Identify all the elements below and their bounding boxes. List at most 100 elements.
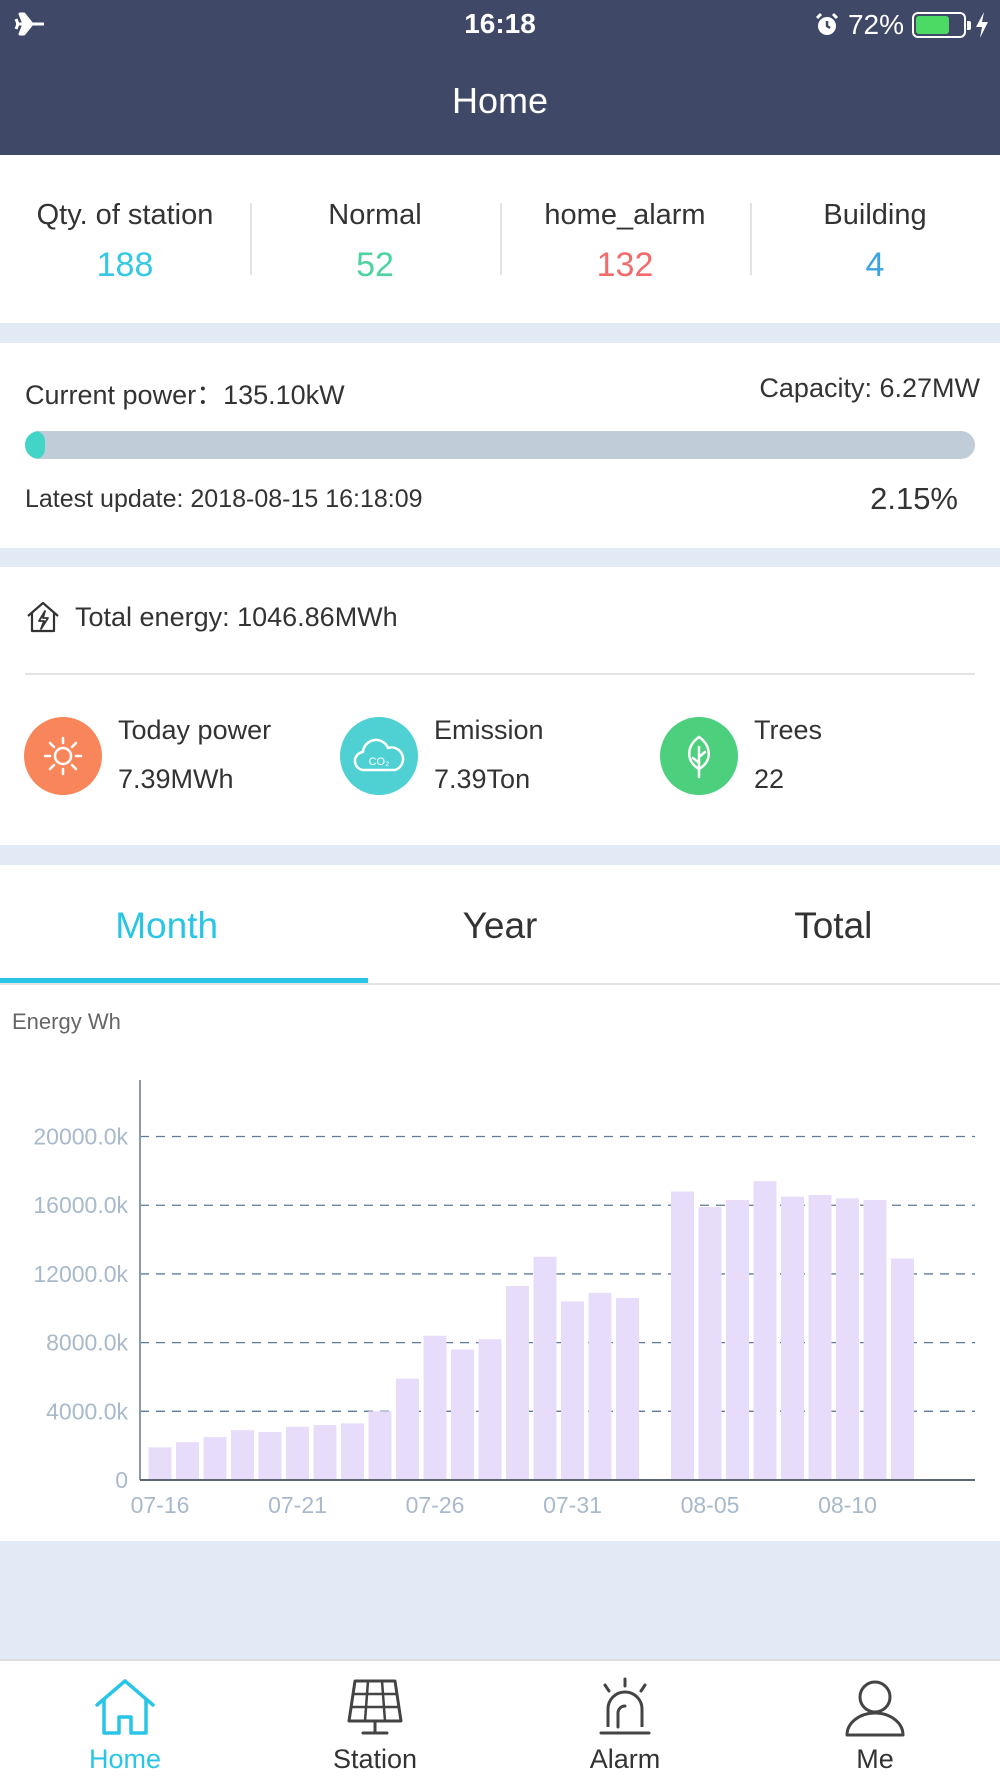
nav-me[interactable]: Me [750,1661,1000,1778]
chart-bar [863,1200,887,1480]
metric-value: 7.39Ton [434,764,531,794]
latest-update: Latest update: 2018-08-15 16:18:09 [25,485,423,513]
stat-value: 132 [596,246,654,284]
tab-total[interactable]: Total [794,905,873,946]
chart-y-tick-label: 16000.0k [33,1192,128,1218]
chart-x-tick-label: 08-10 [818,1492,877,1518]
active-tab-indicator [0,978,368,983]
chart-x-tick-label: 07-21 [268,1492,327,1518]
stat-normal[interactable]: Normal 52 [250,155,500,323]
metric-today-power: Today power 7.39MWh [24,715,272,795]
energy-panel: Total energy: 1046.86MWh Today power 7.3… [0,567,1000,845]
chart-x-tick-label: 08-05 [681,1492,740,1518]
chart-bar [781,1196,804,1480]
stat-building[interactable]: Building 4 [750,155,1000,323]
nav-station[interactable]: Station [250,1661,500,1778]
nav-home[interactable]: Home [0,1661,250,1778]
period-tabs: Month Year Total [0,865,1000,985]
metric-trees: Trees 22 [660,715,823,795]
chart-bar [891,1258,914,1480]
nav-alarm[interactable]: Alarm [500,1661,750,1778]
total-energy: Total energy: 1046.86MWh [25,599,398,635]
energy-bar-chart: 0 4000.0k 8000.0k 12000.0k 16000.0k 20000.0k 0… [33,1080,975,1518]
chart-x-tick-label: 07-26 [406,1492,465,1518]
metric-value: 7.39MWh [118,764,234,794]
metric-label: Trees [754,715,823,745]
chart-bar [313,1425,337,1480]
app-header: 16:18 72% Home [0,0,1000,155]
stat-home-alarm[interactable]: home_alarm 132 [500,155,750,323]
chart-bar [616,1297,639,1480]
metric-value: 22 [754,764,785,794]
tab-year[interactable]: Year [462,905,538,946]
chart-bar [286,1426,309,1480]
chart-bar [423,1335,447,1480]
stat-label: Building [823,199,927,231]
chart-bar [753,1181,777,1480]
power-panel: Current power：135.10kW Capacity: 6.27MW … [0,343,1000,548]
station-stats: Qty. of station 188 Normal 52 home_alarm… [0,155,1000,323]
chart-bar [396,1378,419,1480]
house-bolt-icon [27,601,59,633]
co2-cloud-icon: CO₂ [340,717,418,795]
bottom-nav: Home Station Alarm Me [0,1659,1000,1778]
chart-bar [451,1349,474,1480]
status-indicators: 72% [814,8,990,42]
chart-x-tick-label: 07-16 [131,1492,190,1518]
nav-label: Me [856,1744,894,1774]
chart-bar [533,1256,557,1480]
metric-label: Today power [118,715,272,745]
chart-bar [148,1447,172,1480]
sun-icon [24,717,102,795]
chart-bar [478,1339,502,1480]
chart-bar [176,1442,199,1480]
charging-bolt-icon [976,12,988,38]
siren-icon [599,1677,651,1735]
battery-icon [912,12,971,38]
total-energy-label: Total energy: 1046.86MWh [75,601,398,632]
stat-value: 188 [96,246,154,284]
section-divider [0,323,1000,343]
chart-bar [726,1200,749,1480]
section-divider [0,548,1000,567]
capacity: Capacity: 6.27MW [759,373,980,403]
leaf-icon [660,717,738,795]
chart-bar [231,1430,254,1480]
svg-text:CO₂: CO₂ [369,756,390,768]
stat-qty-of-station[interactable]: Qty. of station 188 [0,155,250,323]
chart-bar [588,1292,612,1480]
metric-label: Emission [434,715,544,745]
stat-value: 52 [356,246,394,284]
power-progress-fill [25,431,46,459]
chart-y-tick-label: 12000.0k [33,1261,128,1287]
nav-label: Station [332,1744,418,1774]
solar-panel-icon [347,1679,403,1735]
energy-chart-panel: Energy Wh 0 4000.0k 8000.0k 12000.0k 16000.0… [0,985,1000,1541]
stat-value: 4 [865,246,885,284]
chart-bar [561,1301,584,1480]
home-icon [95,1679,155,1735]
power-progress-bar [25,431,975,459]
chart-y-axis-label: Energy Wh [12,1009,121,1034]
chart-bar [808,1194,832,1480]
chart-bar [836,1198,859,1480]
chart-bar [203,1437,227,1480]
alarm-clock-icon [815,12,839,35]
chart-y-tick-label: 4000.0k [46,1398,128,1424]
chart-y-tick-label: 20000.0k [33,1124,128,1150]
chart-bar [506,1285,529,1480]
status-time: 16:18 [464,8,536,39]
chart-y-tick-label: 8000.0k [46,1330,128,1356]
chart-bar [368,1411,392,1480]
stat-label: Normal [328,199,422,231]
battery-percent: 72% [847,9,904,40]
user-icon [845,1680,905,1737]
tab-month[interactable]: Month [115,905,219,946]
power-percent: 2.15% [870,481,958,516]
chart-bar [341,1423,364,1480]
chart-y-tick-label: 0 [115,1467,128,1493]
chart-bar [258,1431,282,1480]
stat-label: home_alarm [544,199,706,231]
divider [25,673,975,675]
chart-bar [698,1206,722,1480]
